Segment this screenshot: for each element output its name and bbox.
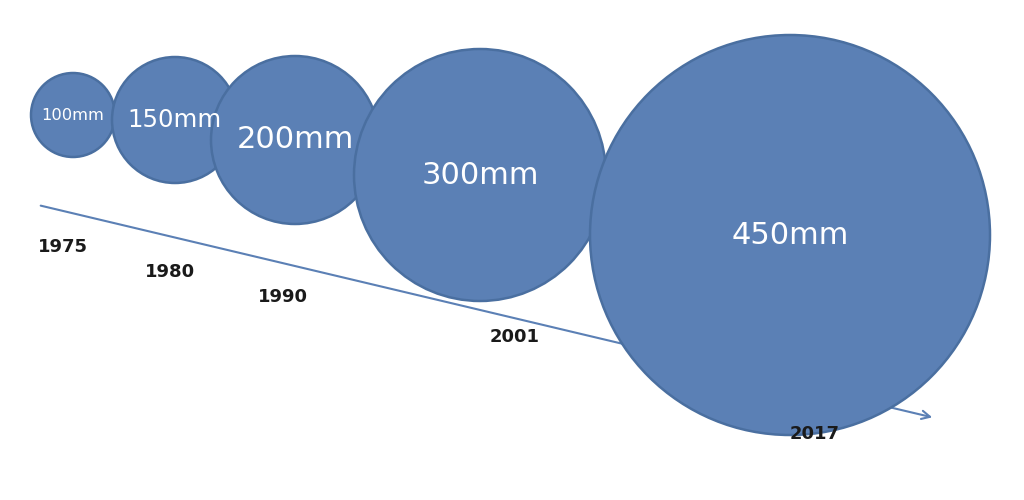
Text: 2017: 2017 — [790, 425, 840, 443]
Text: 1980: 1980 — [145, 263, 196, 281]
Text: 300mm: 300mm — [421, 160, 539, 190]
Text: 2001: 2001 — [490, 328, 540, 346]
Circle shape — [211, 56, 379, 224]
Text: 200mm: 200mm — [237, 126, 353, 154]
Circle shape — [112, 57, 238, 183]
Circle shape — [31, 73, 115, 157]
Text: 1975: 1975 — [38, 238, 88, 256]
Text: 150mm: 150mm — [128, 108, 222, 132]
Circle shape — [590, 35, 990, 435]
Text: 450mm: 450mm — [731, 220, 849, 250]
Text: 100mm: 100mm — [42, 108, 104, 122]
Text: 1990: 1990 — [258, 288, 308, 306]
Circle shape — [354, 49, 606, 301]
